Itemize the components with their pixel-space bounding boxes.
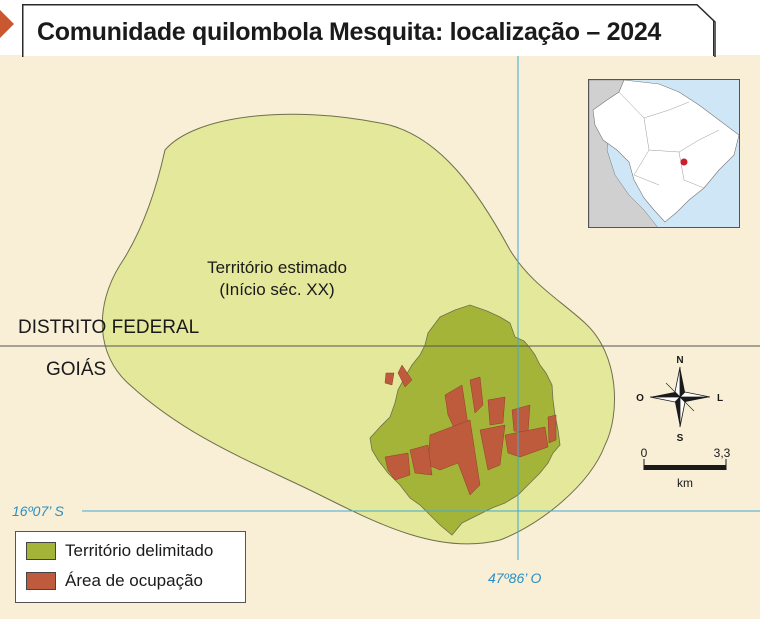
territory-label-line1: Território estimado (207, 258, 347, 277)
legend-label-delimited: Território delimitado (65, 541, 214, 560)
occupation-patch (487, 396, 506, 426)
legend-item-occupation: Área de ocupação (26, 571, 203, 591)
occupation-patch (479, 424, 506, 471)
map-canvas: Território estimado (Início séc. XX) DIS… (0, 55, 760, 586)
map-title-box: Comunidade quilombola Mesquita: localiza… (22, 4, 714, 56)
region-label-go: GOIÁS (46, 359, 106, 380)
occupation-patch (384, 372, 395, 386)
legend-swatch-occupation (26, 572, 56, 590)
compass-e: L (717, 393, 723, 404)
occupation-patch (397, 364, 413, 388)
scale-bar: 0 3,3 km (641, 446, 731, 490)
inset-map-svg (589, 80, 739, 227)
compass-s: S (677, 433, 684, 444)
scale-unit: km (677, 476, 693, 490)
map-legend: Território delimitado Área de ocupação (15, 531, 246, 603)
region-label-df: DISTRITO FEDERAL (18, 317, 199, 338)
territory-label-line2: (Início séc. XX) (219, 280, 334, 299)
inset-locator-map (588, 79, 740, 228)
inset-locator-dot (680, 158, 688, 166)
longitude-label: 47º86’ O (488, 570, 541, 586)
occupation-areas (384, 364, 557, 496)
legend-item-delimited: Território delimitado (26, 541, 213, 561)
title-frame (22, 4, 716, 57)
legend-label-occupation: Área de ocupação (65, 571, 203, 590)
occupation-patch (384, 452, 411, 481)
scale-end: 3,3 (714, 446, 731, 460)
map-title: Comunidade quilombola Mesquita: localiza… (37, 18, 662, 46)
occupation-patch (547, 414, 557, 444)
scale-start: 0 (641, 446, 648, 460)
compass-n: N (676, 355, 683, 366)
legend-swatch-delimited (26, 542, 56, 560)
latitude-label: 16º07’ S (12, 503, 64, 519)
compass-rose-icon: N S L O (636, 355, 723, 444)
occupation-patch (511, 404, 531, 434)
title-tab-marker (0, 10, 14, 38)
occupation-patch (469, 376, 484, 414)
compass-w: O (636, 393, 644, 404)
occupation-patch (409, 444, 433, 476)
occupation-patch (504, 426, 549, 458)
